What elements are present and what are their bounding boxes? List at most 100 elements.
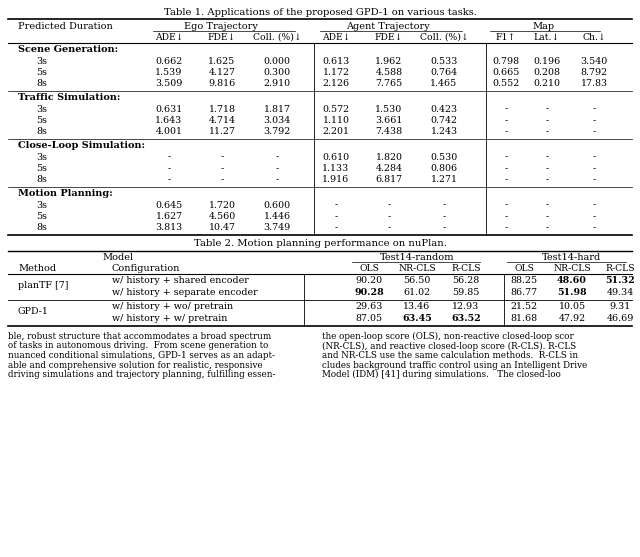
Text: of tasks in autonomous driving.  From scene generation to: of tasks in autonomous driving. From sce…	[8, 341, 268, 350]
Text: 1.916: 1.916	[323, 175, 349, 184]
Text: 0.208: 0.208	[534, 68, 561, 77]
Text: 3.792: 3.792	[264, 128, 291, 136]
Text: 8s: 8s	[36, 175, 47, 184]
Text: 0.423: 0.423	[431, 105, 458, 114]
Text: 90.20: 90.20	[355, 276, 383, 285]
Text: 61.02: 61.02	[403, 288, 431, 297]
Text: 1.110: 1.110	[323, 116, 349, 125]
Text: 0.000: 0.000	[264, 56, 291, 66]
Text: -: -	[504, 105, 508, 114]
Text: 1.817: 1.817	[264, 105, 291, 114]
Text: cludes background traffic control using an Intelligent Drive: cludes background traffic control using …	[322, 360, 588, 369]
Text: 5s: 5s	[36, 164, 47, 173]
Text: 59.85: 59.85	[452, 288, 480, 297]
Text: -: -	[334, 212, 338, 221]
Text: Test14-hard: Test14-hard	[542, 253, 602, 262]
Text: -: -	[545, 212, 548, 221]
Text: -: -	[593, 212, 596, 221]
Text: NR-CLS: NR-CLS	[553, 264, 591, 273]
Text: 9.816: 9.816	[209, 80, 236, 89]
Text: NR-CLS: NR-CLS	[398, 264, 436, 273]
Text: 3s: 3s	[36, 201, 47, 209]
Text: 1.539: 1.539	[156, 68, 182, 77]
Text: w/ history + wo/ pretrain: w/ history + wo/ pretrain	[112, 302, 233, 311]
Text: 49.34: 49.34	[606, 288, 634, 297]
Text: 51.32: 51.32	[605, 276, 635, 285]
Text: 29.63: 29.63	[355, 302, 383, 311]
Text: -: -	[442, 201, 445, 209]
Text: 0.530: 0.530	[430, 153, 458, 162]
Text: Scene Generation:: Scene Generation:	[18, 45, 118, 54]
Text: Motion Planning:: Motion Planning:	[18, 189, 113, 198]
Text: 1.446: 1.446	[264, 212, 291, 221]
Text: 3s: 3s	[36, 105, 47, 114]
Text: 56.28: 56.28	[452, 276, 479, 285]
Text: w/ history + w/ pretrain: w/ history + w/ pretrain	[112, 314, 227, 323]
Text: F1↑: F1↑	[496, 33, 516, 42]
Text: -: -	[387, 201, 390, 209]
Text: 0.196: 0.196	[533, 56, 561, 66]
Text: 0.533: 0.533	[430, 56, 458, 66]
Text: 1.720: 1.720	[209, 201, 236, 209]
Text: -: -	[504, 128, 508, 136]
Text: Predicted Duration: Predicted Duration	[18, 22, 113, 31]
Text: 51.98: 51.98	[557, 288, 587, 297]
Text: 1.271: 1.271	[431, 175, 458, 184]
Text: -: -	[593, 164, 596, 173]
Text: -: -	[545, 175, 548, 184]
Text: 1.627: 1.627	[156, 212, 182, 221]
Text: and NR-CLS use the same calculation methods.  R-CLS in: and NR-CLS use the same calculation meth…	[322, 351, 578, 360]
Text: -: -	[168, 175, 171, 184]
Text: R-CLS: R-CLS	[605, 264, 635, 273]
Text: -: -	[387, 212, 390, 221]
Text: Ego Trajectory: Ego Trajectory	[184, 22, 258, 31]
Text: 8s: 8s	[36, 128, 47, 136]
Text: -: -	[593, 175, 596, 184]
Text: -: -	[504, 153, 508, 162]
Text: 87.05: 87.05	[355, 314, 383, 323]
Text: 1.243: 1.243	[431, 128, 458, 136]
Text: ADE↓: ADE↓	[322, 33, 350, 42]
Text: -: -	[545, 201, 548, 209]
Text: 4.127: 4.127	[209, 68, 236, 77]
Text: ble, robust structure that accommodates a broad spectrum: ble, robust structure that accommodates …	[8, 332, 271, 341]
Text: FDE↓: FDE↓	[208, 33, 236, 42]
Text: 63.45: 63.45	[402, 314, 432, 323]
Text: 47.92: 47.92	[559, 314, 586, 323]
Text: 88.25: 88.25	[511, 276, 538, 285]
Text: -: -	[593, 223, 596, 232]
Text: -: -	[545, 105, 548, 114]
Text: 0.662: 0.662	[156, 56, 182, 66]
Text: 0.610: 0.610	[323, 153, 349, 162]
Text: 1.718: 1.718	[209, 105, 236, 114]
Text: 2.201: 2.201	[323, 128, 349, 136]
Text: 8.792: 8.792	[580, 68, 607, 77]
Text: 0.631: 0.631	[156, 105, 182, 114]
Text: 4.284: 4.284	[376, 164, 403, 173]
Text: -: -	[504, 164, 508, 173]
Text: 6.817: 6.817	[376, 175, 403, 184]
Text: 48.60: 48.60	[557, 276, 587, 285]
Text: 21.52: 21.52	[511, 302, 538, 311]
Text: -: -	[545, 223, 548, 232]
Text: 1.133: 1.133	[323, 164, 349, 173]
Text: 1.625: 1.625	[209, 56, 236, 66]
Text: 10.05: 10.05	[559, 302, 586, 311]
Text: driving simulations and trajectory planning, fulfilling essen-: driving simulations and trajectory plann…	[8, 370, 275, 379]
Text: 0.552: 0.552	[492, 80, 520, 89]
Text: 1.820: 1.820	[376, 153, 403, 162]
Text: Test14-random: Test14-random	[380, 253, 455, 262]
Text: 8s: 8s	[36, 80, 47, 89]
Text: the open-loop score (OLS), non-reactive closed-loop scor: the open-loop score (OLS), non-reactive …	[322, 332, 573, 341]
Text: Lat.↓: Lat.↓	[534, 33, 560, 42]
Text: 0.600: 0.600	[264, 201, 291, 209]
Text: -: -	[504, 175, 508, 184]
Text: 1.962: 1.962	[376, 56, 403, 66]
Text: 1.465: 1.465	[430, 80, 458, 89]
Text: 3.540: 3.540	[580, 56, 607, 66]
Text: 0.806: 0.806	[431, 164, 458, 173]
Text: -: -	[504, 212, 508, 221]
Text: Traffic Simulation:: Traffic Simulation:	[18, 93, 120, 102]
Text: -: -	[545, 153, 548, 162]
Text: 86.77: 86.77	[511, 288, 538, 297]
